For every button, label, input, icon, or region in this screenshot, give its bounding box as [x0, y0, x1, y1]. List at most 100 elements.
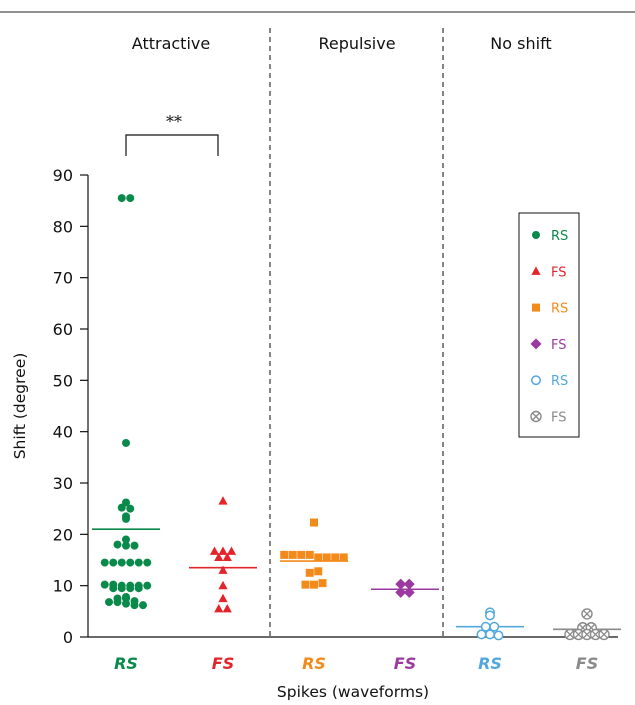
category-label: FS — [576, 654, 598, 673]
data-point — [297, 550, 306, 559]
data-point — [126, 584, 135, 593]
data-point — [122, 599, 130, 608]
category-label: RS — [302, 654, 326, 673]
legend-label: FS — [551, 338, 567, 353]
significance-bracket — [125, 134, 219, 156]
group-title-attractive: Attractive — [132, 34, 210, 53]
data-point — [305, 568, 314, 577]
y-axis-title: Shift (degree) — [11, 353, 29, 460]
data-point — [280, 550, 289, 559]
group-title-repulsive: Repulsive — [318, 34, 395, 53]
data-point — [301, 580, 310, 589]
data-point — [105, 598, 113, 607]
category-label: FS — [394, 654, 416, 673]
legend-marker — [531, 375, 541, 386]
data-point — [109, 558, 118, 567]
data-point — [143, 581, 152, 590]
data-point — [331, 553, 340, 562]
data-point — [139, 601, 147, 610]
y-tick-label: 90 — [53, 166, 73, 185]
y-tick-label: 20 — [53, 525, 73, 544]
legend-marker — [532, 303, 540, 312]
significance-label: ** — [166, 112, 182, 131]
y-tick-label: 0 — [63, 628, 73, 647]
data-point — [485, 610, 495, 621]
data-point — [122, 514, 130, 523]
legend-label: FS — [551, 411, 567, 426]
mean-lines — [92, 528, 621, 631]
data-point — [318, 579, 327, 588]
y-tick-label: 60 — [53, 320, 73, 339]
data-point — [395, 578, 407, 590]
data-point — [322, 553, 331, 562]
legend-label: RS — [551, 229, 568, 244]
data-point — [218, 496, 228, 505]
data-point — [581, 608, 593, 620]
data-point — [126, 194, 135, 203]
data-point — [395, 586, 407, 598]
legend-marker — [530, 338, 542, 350]
data-point — [339, 553, 348, 562]
category-label: RS — [478, 654, 502, 673]
data-point — [100, 580, 109, 589]
data-point — [598, 628, 610, 641]
legend-label: RS — [551, 374, 568, 389]
data-point — [117, 503, 126, 512]
data-point — [130, 601, 139, 610]
y-tick-label: 70 — [53, 269, 73, 288]
data-point — [143, 558, 152, 567]
data-point — [214, 603, 224, 613]
y-tick-label: 50 — [53, 371, 73, 390]
legend-box — [518, 212, 580, 438]
data-point — [209, 546, 220, 555]
x-axis-title: Spikes (waveforms) — [277, 683, 429, 701]
y-tick-label: 80 — [53, 217, 73, 236]
data-point — [117, 558, 126, 567]
category-labels: RS FS RS FS RS FS — [114, 654, 598, 673]
data-point — [126, 558, 135, 567]
data-point — [493, 630, 504, 641]
data-point — [126, 504, 135, 513]
data-point — [314, 567, 323, 576]
data-point — [218, 546, 228, 555]
legend-marker — [530, 410, 542, 423]
data-point — [117, 194, 126, 203]
data-point — [218, 580, 228, 590]
data-point — [305, 550, 314, 559]
data-points — [100, 194, 610, 641]
category-label: FS — [212, 654, 234, 673]
data-point — [310, 580, 318, 589]
y-tick-label: 40 — [53, 423, 73, 442]
data-point — [572, 628, 585, 641]
data-point — [218, 593, 228, 603]
legend-label: FS — [551, 265, 567, 280]
data-point — [222, 552, 232, 562]
y-ticks: 0 10 20 30 40 50 60 70 80 90 — [53, 166, 88, 647]
data-point — [134, 558, 143, 567]
data-point — [310, 518, 318, 527]
data-point — [226, 546, 237, 555]
data-point — [489, 621, 500, 632]
group-title-no-shift: No shift — [490, 34, 551, 53]
legend-label: RS — [551, 302, 568, 317]
data-point — [100, 558, 109, 567]
legend-marker — [532, 231, 540, 239]
data-point — [130, 541, 139, 550]
data-point — [113, 598, 122, 607]
data-point — [218, 565, 228, 574]
data-point — [122, 438, 130, 447]
data-point — [403, 578, 415, 590]
data-point — [122, 535, 130, 544]
category-label: RS — [114, 654, 138, 673]
data-point — [222, 603, 232, 613]
data-point — [476, 629, 487, 640]
data-point — [134, 584, 143, 593]
y-tick-label: 30 — [53, 474, 73, 493]
y-tick-label: 10 — [53, 577, 73, 596]
data-point — [314, 553, 323, 562]
data-point — [485, 629, 495, 640]
legend-marker — [531, 266, 541, 275]
data-point — [109, 584, 118, 593]
data-point — [288, 550, 297, 559]
